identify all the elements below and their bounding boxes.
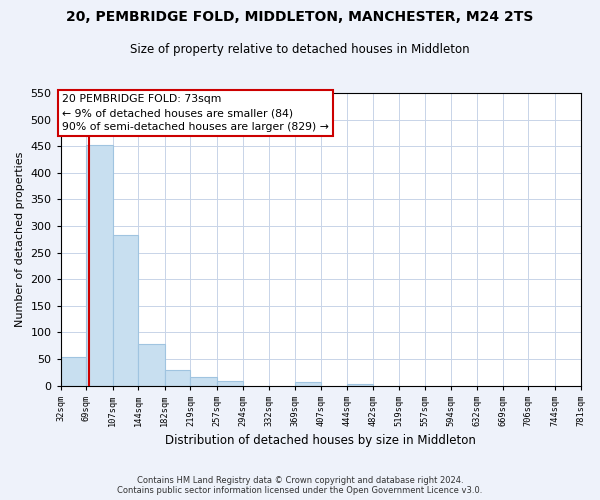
Bar: [295, 382, 321, 386]
Bar: [113, 235, 139, 386]
Y-axis label: Number of detached properties: Number of detached properties: [15, 152, 25, 327]
Bar: [190, 376, 217, 386]
Bar: [86, 144, 113, 386]
X-axis label: Distribution of detached houses by size in Middleton: Distribution of detached houses by size …: [165, 434, 476, 448]
Bar: [139, 344, 165, 386]
Bar: [217, 381, 242, 386]
Text: Size of property relative to detached houses in Middleton: Size of property relative to detached ho…: [130, 42, 470, 56]
Text: 20, PEMBRIDGE FOLD, MIDDLETON, MANCHESTER, M24 2TS: 20, PEMBRIDGE FOLD, MIDDLETON, MANCHESTE…: [67, 10, 533, 24]
Text: Contains HM Land Registry data © Crown copyright and database right 2024.
Contai: Contains HM Land Registry data © Crown c…: [118, 476, 482, 495]
Text: 20 PEMBRIDGE FOLD: 73sqm
← 9% of detached houses are smaller (84)
90% of semi-de: 20 PEMBRIDGE FOLD: 73sqm ← 9% of detache…: [62, 94, 329, 132]
Bar: [165, 370, 190, 386]
Bar: [347, 384, 373, 386]
Bar: [61, 358, 86, 386]
